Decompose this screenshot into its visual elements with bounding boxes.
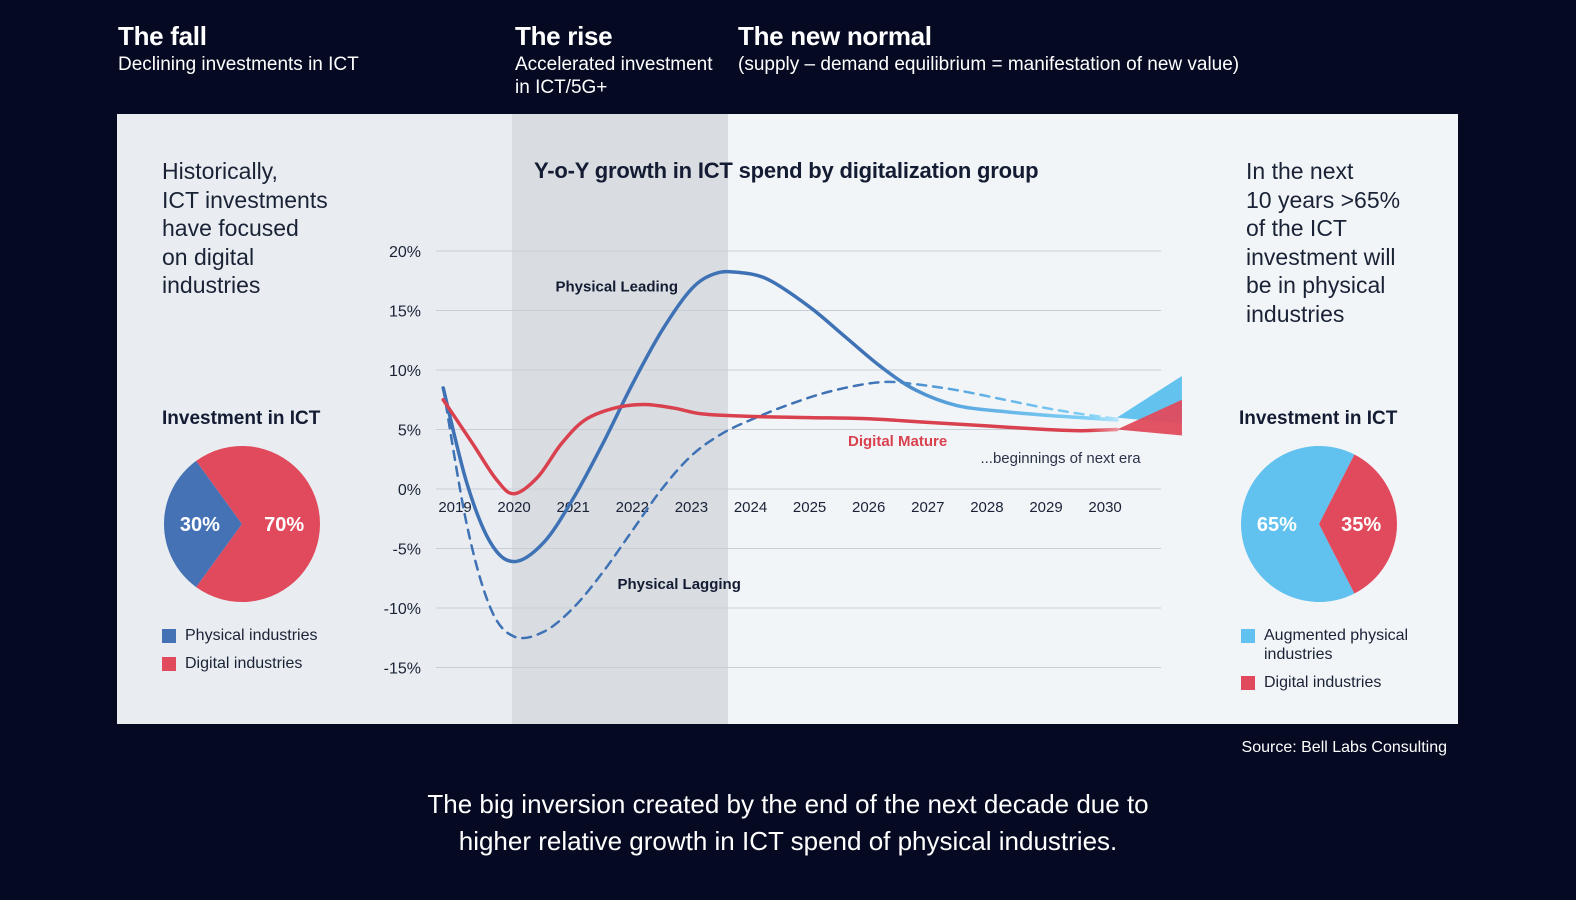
phase-fall-subtitle: Declining investments in ICT (118, 54, 359, 75)
phase-rise-title: The rise (515, 21, 613, 51)
legend-swatch-physical (162, 629, 176, 643)
left-pie-legend: Physical industries Digital industries (162, 626, 318, 682)
legend-label-digital-right: Digital industries (1264, 674, 1382, 691)
legend-label-digital: Digital industries (185, 655, 303, 672)
next-era-fan-red (1116, 399, 1182, 436)
x-tick-label: 2023 (675, 499, 708, 516)
left-pie-title: Investment in ICT (162, 408, 321, 429)
y-tick-label: 0% (398, 482, 421, 499)
legend-label-physical: Physical industries (185, 627, 318, 644)
series-line-physical-leading (441, 269, 1119, 564)
left-panel-text: Historically, ICT investments have focus… (162, 158, 328, 298)
line-chart: 20%15%10%5%0%-5%-10%-15%2019 2020 2021 2022… (384, 244, 1182, 678)
right-pie-slice-1 (1319, 454, 1397, 594)
caption: The big inversion created by the end of … (427, 789, 1149, 856)
legend-item-digital: Digital industries (162, 654, 318, 673)
x-tick-label: 2027 (911, 499, 944, 516)
y-tick-label: 5% (398, 423, 421, 440)
right-pie-slice-label-0: 65% (1257, 514, 1297, 536)
phase-rise-subtitle: Accelerated investment in ICT/5G+ (515, 54, 713, 98)
right-pie-slice-0 (1241, 446, 1355, 602)
y-tick-label: -5% (393, 542, 421, 559)
y-tick-label: -15% (384, 661, 421, 678)
source-note: Source: Bell Labs Consulting (1241, 739, 1447, 756)
legend-label-augmented: Augmented physical industries (1264, 627, 1409, 663)
phase-rise: The rise Accelerated investment in ICT/5… (515, 20, 713, 99)
chart-title: Y-o-Y growth in ICT spend by digitalizat… (534, 158, 1039, 183)
right-pie-slice-label-1: 35% (1341, 514, 1381, 536)
x-tick-label: 2029 (1029, 499, 1062, 516)
y-tick-label: 10% (389, 363, 421, 380)
right-pie-title: Investment in ICT (1239, 408, 1398, 429)
rise-period-shade (512, 114, 728, 724)
x-tick-label: 2030 (1088, 499, 1121, 516)
annotation-next-era: ...beginnings of next era (980, 450, 1141, 467)
x-tick-label: 2026 (852, 499, 885, 516)
legend-item-digital-right: Digital industries (1241, 673, 1408, 692)
series-line-digital-mature (441, 398, 1119, 496)
annotation-digital-mature: Digital Mature (848, 433, 947, 450)
phase-fall: The fall Declining investments in ICT (118, 20, 359, 76)
legend-swatch-augmented (1241, 629, 1255, 643)
series-line-physical-lagging (441, 380, 1119, 640)
x-tick-label: 2024 (734, 499, 767, 516)
legend-swatch-digital (162, 657, 176, 671)
left-pie-slice-0 (164, 460, 242, 588)
phase-new-normal-subtitle: (supply – demand equilibrium = manifesta… (738, 54, 1240, 75)
legend-swatch-digital-right (1241, 676, 1255, 690)
fall-period-shade (117, 114, 512, 724)
y-tick-label: -10% (384, 601, 421, 618)
left-pie-slice-label-1: 70% (264, 514, 304, 536)
legend-item-physical: Physical industries (162, 626, 318, 645)
phase-fall-title: The fall (118, 21, 207, 51)
right-pie-chart: 65% 35% (1241, 446, 1397, 602)
right-pie-legend: Augmented physical industries Digital in… (1241, 626, 1408, 701)
x-tick-label: 2025 (793, 499, 826, 516)
left-pie-chart: 30% 70% (164, 446, 320, 602)
phase-new-normal-title: The new normal (738, 21, 932, 51)
legend-item-augmented: Augmented physical industries (1241, 626, 1408, 664)
left-pie-slice-label-0: 30% (180, 514, 220, 536)
y-tick-label: 20% (389, 244, 421, 261)
x-tick-label: 2022 (616, 499, 649, 516)
right-panel-text: In the next 10 years >65% of the ICT inv… (1246, 158, 1401, 327)
x-tick-label: 2019 (438, 499, 471, 516)
chart-panel: Historically, ICT investments have focus… (117, 114, 1458, 724)
x-tick-label: 2028 (970, 499, 1003, 516)
annotation-physical-leading: Physical Leading (555, 278, 678, 295)
x-tick-label: 2020 (497, 499, 530, 516)
annotation-physical-lagging: Physical Lagging (618, 576, 741, 593)
phase-new-normal: The new normal (supply – demand equilibr… (738, 20, 1239, 76)
y-tick-label: 15% (389, 304, 421, 321)
left-pie-slice-1 (196, 446, 320, 602)
